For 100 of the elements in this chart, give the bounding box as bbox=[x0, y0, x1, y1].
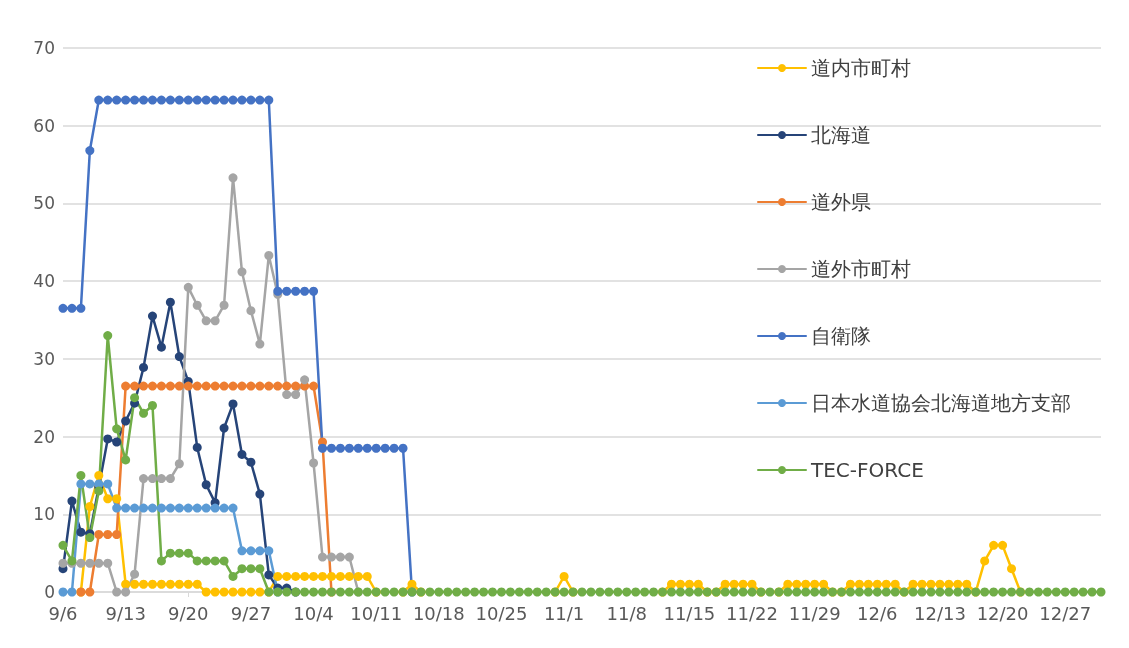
point bbox=[219, 95, 229, 105]
point bbox=[130, 503, 140, 513]
point bbox=[103, 558, 113, 568]
y-tick-label: 40 bbox=[33, 271, 55, 292]
legend-label: 道外市町村 bbox=[811, 257, 911, 281]
point bbox=[112, 437, 122, 447]
point bbox=[76, 558, 86, 568]
point bbox=[219, 503, 229, 513]
point bbox=[147, 311, 157, 321]
x-tick-label: 9/27 bbox=[230, 602, 272, 624]
point bbox=[246, 306, 256, 316]
point bbox=[147, 503, 157, 513]
point bbox=[156, 503, 166, 513]
point bbox=[389, 443, 399, 453]
point bbox=[228, 381, 238, 391]
point bbox=[219, 381, 229, 391]
point bbox=[326, 552, 336, 562]
point bbox=[291, 390, 301, 400]
point bbox=[76, 527, 86, 537]
point bbox=[165, 95, 175, 105]
point bbox=[121, 503, 131, 513]
y-tick-label: 0 bbox=[44, 582, 55, 602]
point bbox=[85, 558, 95, 568]
point bbox=[67, 303, 77, 313]
point bbox=[309, 458, 319, 468]
legend-label: 道内市町村 bbox=[811, 56, 911, 80]
point bbox=[85, 146, 95, 156]
point bbox=[309, 381, 319, 391]
point bbox=[264, 570, 274, 580]
point bbox=[201, 503, 211, 513]
point bbox=[156, 474, 166, 484]
point bbox=[183, 282, 193, 292]
point bbox=[67, 496, 77, 506]
point bbox=[94, 558, 104, 568]
point bbox=[398, 443, 408, 453]
point bbox=[228, 173, 238, 183]
point bbox=[112, 587, 122, 597]
point bbox=[380, 443, 390, 453]
y-tick-label: 60 bbox=[33, 115, 55, 136]
point bbox=[165, 503, 175, 513]
x-tick-label: 10/4 bbox=[293, 602, 334, 624]
point bbox=[246, 457, 256, 467]
point bbox=[139, 474, 149, 484]
point bbox=[219, 300, 229, 310]
point bbox=[282, 286, 292, 296]
x-tick-label: 12/20 bbox=[976, 602, 1029, 624]
x-tick-label: 11/8 bbox=[606, 602, 647, 624]
point bbox=[174, 381, 184, 391]
point bbox=[264, 95, 274, 105]
x-tick-label: 9/20 bbox=[168, 602, 209, 624]
point bbox=[264, 381, 274, 391]
x-tick-label: 9/6 bbox=[48, 602, 78, 624]
y-tick-label: 10 bbox=[33, 504, 55, 525]
point bbox=[103, 529, 113, 539]
point bbox=[228, 399, 238, 409]
point bbox=[139, 381, 149, 391]
point bbox=[85, 587, 95, 597]
x-tick-label: 12/27 bbox=[1039, 602, 1092, 624]
point bbox=[282, 381, 292, 391]
point bbox=[130, 569, 140, 579]
point bbox=[103, 95, 113, 105]
point bbox=[192, 442, 202, 452]
point bbox=[255, 95, 265, 105]
point bbox=[335, 443, 345, 453]
point bbox=[228, 95, 238, 105]
point bbox=[255, 546, 265, 556]
point bbox=[255, 381, 265, 391]
x-tick-label: 10/25 bbox=[475, 602, 528, 624]
point bbox=[121, 587, 131, 597]
point bbox=[156, 381, 166, 391]
point bbox=[139, 362, 149, 372]
point bbox=[174, 352, 184, 362]
y-tick-label: 30 bbox=[33, 348, 55, 369]
point bbox=[58, 587, 68, 597]
point bbox=[76, 479, 86, 489]
point bbox=[201, 381, 211, 391]
point bbox=[201, 95, 211, 105]
point bbox=[344, 443, 354, 453]
point bbox=[318, 552, 327, 562]
point bbox=[147, 95, 157, 105]
point bbox=[67, 587, 77, 597]
point bbox=[326, 443, 336, 453]
point bbox=[112, 503, 122, 513]
x-tick-label: 10/11 bbox=[350, 602, 403, 624]
point bbox=[165, 297, 175, 307]
point bbox=[165, 474, 175, 484]
point bbox=[112, 529, 122, 539]
point bbox=[147, 474, 157, 484]
point bbox=[58, 558, 68, 568]
point bbox=[192, 95, 202, 105]
point bbox=[201, 480, 211, 490]
point bbox=[300, 286, 310, 296]
point bbox=[174, 459, 184, 469]
point bbox=[237, 546, 247, 556]
y-tick-label: 20 bbox=[33, 426, 55, 447]
point bbox=[264, 251, 274, 260]
point bbox=[255, 489, 265, 499]
point bbox=[192, 503, 202, 513]
point bbox=[58, 303, 68, 313]
x-tick-label: 10/18 bbox=[412, 602, 465, 624]
